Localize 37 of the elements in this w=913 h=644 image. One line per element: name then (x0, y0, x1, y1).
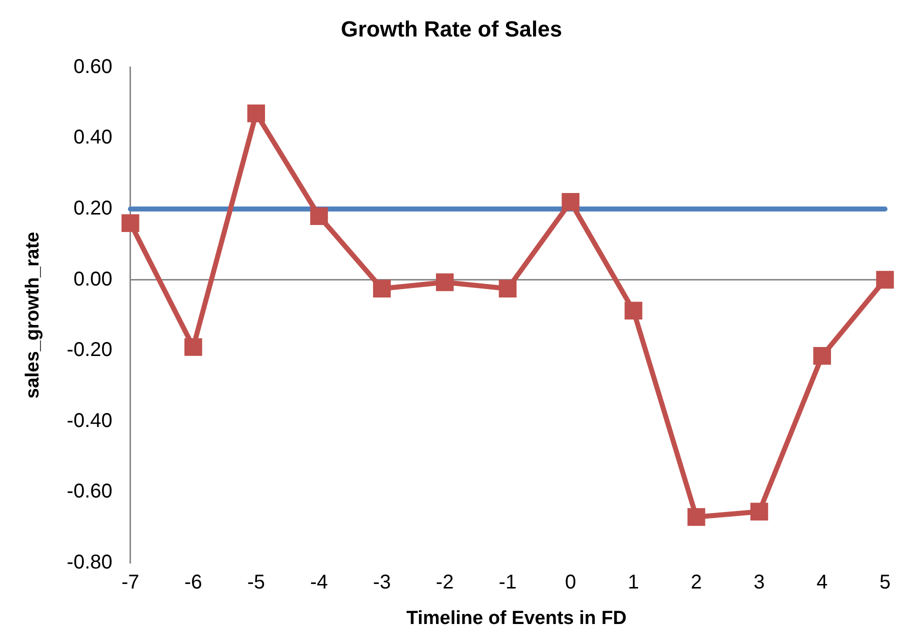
y-tick-label: -0.60 (66, 480, 112, 503)
point (247, 104, 266, 122)
y-tick-label: -0.40 (66, 410, 112, 432)
point (813, 347, 831, 365)
point (373, 280, 391, 298)
point (310, 207, 328, 225)
point (122, 214, 140, 232)
x-tick-label: -3 (373, 572, 391, 594)
point (184, 338, 202, 356)
x-tick-label: 3 (754, 572, 765, 594)
y-tick-label: -0.80 (66, 552, 112, 574)
x-tick-label: -7 (121, 572, 140, 594)
point (750, 502, 768, 521)
x-tick-label: 0 (565, 572, 576, 594)
y-axis-title: sales_growth_rate (22, 232, 44, 399)
y-tick-label: 0.40 (73, 126, 112, 149)
x-tick-label: -6 (184, 572, 202, 594)
y-tick-label: 0.20 (73, 198, 112, 220)
x-tick-label: 1 (628, 572, 640, 594)
x-tick-label: -5 (247, 572, 266, 594)
point (876, 270, 894, 289)
y-tick-label: 0.60 (73, 56, 112, 78)
x-tick-label: -2 (436, 572, 454, 594)
point (562, 193, 580, 211)
point (436, 273, 454, 292)
point (624, 302, 642, 320)
y-tick-label: -0.20 (66, 339, 112, 362)
y-tick-label: 0.00 (73, 268, 112, 290)
point (687, 508, 706, 526)
chart-title: Growth Rate of Sales (340, 16, 562, 42)
x-tick-label: 5 (879, 572, 891, 594)
x-tick-label: -4 (310, 572, 328, 594)
point (498, 280, 517, 298)
x-tick-label: 4 (816, 572, 828, 594)
x-tick-label: -1 (498, 572, 517, 594)
x-axis-title: Timeline of Events in FD (405, 608, 628, 630)
x-tick-label: 2 (690, 572, 702, 594)
